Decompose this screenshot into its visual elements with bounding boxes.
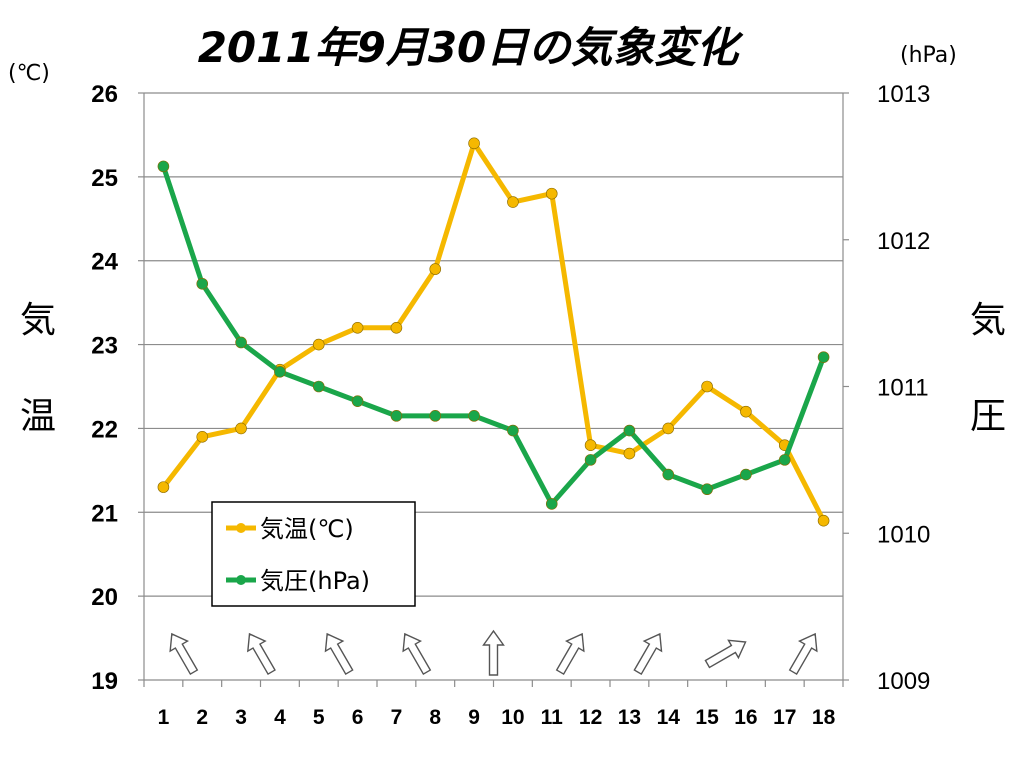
pressure-point: [235, 336, 247, 349]
pressure-point: [468, 410, 480, 422]
legend-box: [211, 501, 416, 607]
pressure-point: [740, 468, 752, 481]
temperature-point: [351, 321, 364, 334]
x-tick-label: 16: [734, 706, 757, 729]
chart-title: 2011年9月30日の気象変化: [198, 23, 745, 72]
x-tick-label: 3: [235, 706, 247, 729]
temperature-point: [623, 447, 636, 460]
left-tick-label: 23: [91, 333, 118, 360]
x-tick-label: 10: [501, 706, 524, 729]
pressure-point: [429, 410, 442, 422]
pressure-point: [351, 395, 364, 407]
wind-arrow-icon: [704, 639, 747, 669]
x-tick-label: 7: [391, 706, 403, 729]
pressure-point: [274, 366, 286, 378]
left-tick-label: 25: [91, 165, 118, 192]
x-tick-label: 13: [618, 706, 641, 729]
legend-marker-temperature: [236, 523, 246, 533]
temperature-point: [507, 196, 519, 208]
right-tick-label: 1010: [877, 521, 930, 548]
right-axis-label-char-2: 圧: [970, 396, 1006, 437]
right-axis-label-char-1: 気: [970, 300, 1006, 341]
x-tick-label: 9: [468, 706, 480, 729]
temperature-point: [157, 481, 170, 493]
wind-arrow-icon: [633, 632, 663, 676]
pressure-line: [161, 165, 826, 507]
wind-arrow-icon: [555, 632, 585, 676]
wind-arrow-icon: [482, 629, 505, 676]
legend-label-pressure: 気圧(hPa): [260, 567, 370, 595]
x-tick-label: 15: [695, 706, 719, 729]
right-tick-label: 1011: [877, 375, 929, 402]
x-tick-label: 6: [352, 706, 364, 729]
right-tick-label: 1012: [877, 228, 930, 255]
pressure-point: [312, 380, 325, 393]
x-tick-label: 12: [579, 706, 602, 729]
left-tick-label: 21: [91, 500, 118, 527]
x-tick-label: 8: [429, 706, 441, 729]
temperature-point: [545, 187, 558, 200]
temperature-point: [468, 137, 480, 150]
right-tick-label: 1009: [877, 668, 930, 695]
temperature-line: [161, 140, 826, 522]
wind-arrow-icon: [324, 632, 354, 676]
temperature-point: [235, 422, 247, 435]
legend-label-temperature: 気温(℃): [260, 515, 354, 543]
wind-arrow-icon: [788, 632, 818, 676]
x-tick-label: 1: [158, 706, 170, 729]
x-tick-label: 11: [541, 706, 564, 729]
pressure-point: [701, 483, 713, 496]
x-tick-label: 4: [274, 706, 286, 729]
legend-marker-pressure: [236, 575, 246, 585]
temperature-point: [662, 422, 675, 435]
left-tick-label: 19: [91, 668, 118, 695]
right-axis-unit: (hPa): [900, 43, 957, 68]
pressure-point: [623, 424, 636, 437]
left-axis-label-char-2: 温: [20, 396, 56, 437]
pressure-point: [196, 277, 209, 290]
pressure-point: [778, 454, 791, 466]
left-tick-label: 24: [91, 249, 118, 276]
right-tick-label: 1013: [877, 81, 930, 108]
x-tick-label: 17: [773, 706, 796, 729]
x-tick-label: 5: [313, 706, 325, 729]
pressure-point: [157, 160, 170, 173]
left-axis-label-char-1: 気: [20, 300, 56, 341]
pressure-point: [545, 498, 558, 510]
pressure-point: [390, 410, 403, 422]
wind-arrow-icon: [169, 632, 199, 676]
left-tick-label: 26: [91, 81, 118, 108]
x-tick-label: 2: [196, 706, 208, 729]
left-tick-label: 22: [91, 416, 118, 443]
x-tick-label: 14: [657, 706, 681, 729]
temperature-point: [429, 263, 442, 275]
wind-arrow-icon: [402, 632, 432, 676]
pressure-point: [662, 468, 675, 481]
temperature-point: [584, 439, 597, 452]
left-tick-label: 20: [91, 584, 118, 611]
temperature-point: [701, 380, 713, 393]
x-tick-label: 18: [812, 706, 836, 729]
left-axis-unit: (℃): [8, 61, 50, 86]
wind-arrow-icon: [247, 632, 276, 676]
legend: 気温(℃) 気圧(hPa): [211, 501, 416, 607]
temperature-point: [312, 338, 325, 351]
pressure-point: [507, 424, 519, 437]
temperature-point: [390, 321, 403, 334]
pressure-point: [817, 351, 830, 363]
pressure-point: [584, 454, 597, 466]
temperature-point: [817, 514, 830, 527]
temperature-point: [740, 405, 752, 418]
temperature-point: [196, 431, 209, 443]
